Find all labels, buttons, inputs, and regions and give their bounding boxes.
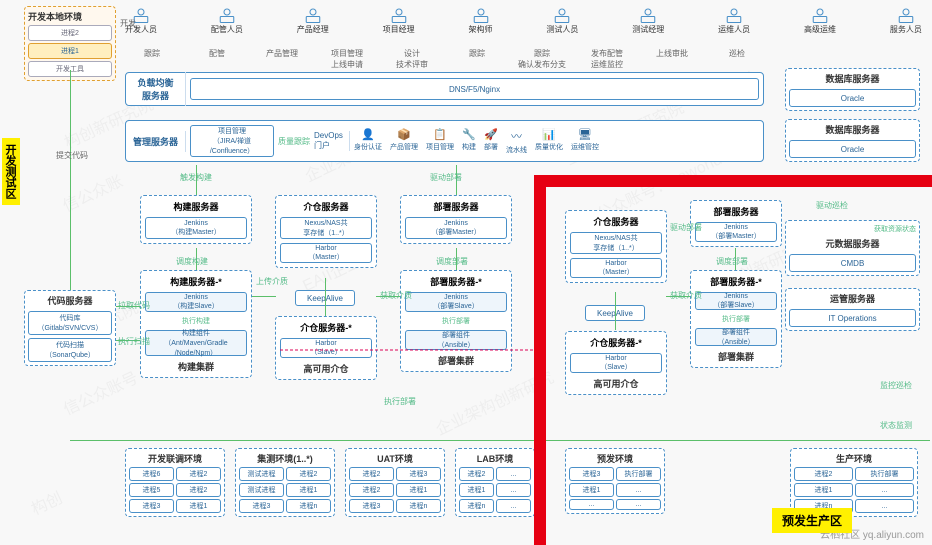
env-box: LAB环境进程2...进程1...进程n... [455, 448, 535, 517]
mgmt-icons-row: 👤身份认证📦产品管理📋项目管理🔧构建🚀部署〰流水线📊质量优化🖥运维管控 [354, 128, 759, 155]
local-dev-title: 开发本地环境 [28, 10, 112, 23]
role-item: 测试经理 [632, 6, 664, 35]
mgmt-metric: 质量跟踪 [278, 136, 310, 147]
repo-cluster: 介仓服务器-* Harbor （Slave） 高可用介仓 [275, 316, 377, 380]
db-box: 数据库服务器Oracle [785, 68, 920, 111]
repo2-cluster: 介仓服务器-* Harbor （Slave） 高可用介仓 [565, 331, 667, 395]
env-box: 开发联调环境进程6进程2进程5进程2进程3进程1 [125, 448, 225, 517]
repo2-server: 介仓服务器 Nexus/NAS共 享存储（1..*） Harbor （Maste… [565, 210, 667, 283]
build-cluster: 构建服务器-* Jenkins （构建Slave） 执行构建 构建组件 （Ant… [140, 270, 252, 378]
red-divider-horizontal [534, 175, 932, 187]
commit-label: 提交代码 [56, 150, 88, 161]
lb-title: 负载均衡 服务器 [126, 72, 186, 106]
actions-row: 跟踪配管产品管理项目管理 上线申请设计 技术评审跟踪跟踪 确认发布分支发布配管 … [125, 48, 764, 70]
env-box: 生产环境进程2执行部署进程1...进程n... [790, 448, 918, 517]
lb-body: DNS/F5/Nginx [190, 78, 759, 100]
code-server: 代码服务器 代码库 （Gitlab/SVN/CVS） 代码扫描 （SonarQu… [24, 290, 116, 366]
role-item: 运维人员 [718, 6, 750, 35]
role-item: 测试人员 [546, 6, 578, 35]
mgmt-title: 管理服务器 [126, 131, 186, 152]
db-column: 数据库服务器Oracle 数据库服务器Oracle 获取资源状态元数据服务器CMDB… [785, 68, 920, 331]
deploy2-cluster: 部署服务器-* Jenkins （部署Slave） 执行部署 部署组件 （Ans… [690, 270, 782, 368]
devops-portal: DevOps 门户 [314, 131, 350, 151]
deploy-server: 部署服务器 Jenkins （部署Master） [400, 195, 512, 244]
role-item: 项目经理 [383, 6, 415, 35]
env-box: 预发环境进程3执行部署进程1......... [565, 448, 665, 514]
role-item: 产品经理 [297, 6, 329, 35]
zone-right-label: 预发生产区 [772, 508, 852, 533]
lb-layer: 负载均衡 服务器 DNS/F5/Nginx [125, 72, 764, 106]
repo-server: 介仓服务器 Nexus/NAS共 享存储（1..*） Harbor （Maste… [275, 195, 377, 268]
env-box: UAT环境进程2进程3进程2进程1进程3进程n [345, 448, 445, 517]
db-box: 获取资源状态元数据服务器CMDB [785, 220, 920, 276]
env-box: 集测环境(1..*)测试进程进程2测试进程进程1进程3进程n [235, 448, 335, 517]
db-box: 数据库服务器Oracle [785, 119, 920, 162]
role-item: 高级运维 [804, 6, 836, 35]
mgmt-layer: 管理服务器 项目管理 （JIRA/禅道 /Confluence） 质量跟踪 De… [125, 120, 764, 162]
deploy2-server: 部署服务器 Jenkins （部署Master） [690, 200, 782, 247]
role-item: 服务人员 [890, 6, 922, 35]
red-divider-vertical [534, 175, 546, 545]
mgmt-pm-box: 项目管理 （JIRA/禅道 /Confluence） [190, 125, 274, 157]
db-box: 运管服务器IT Operations [785, 288, 920, 331]
role-item: 配管人员 [211, 6, 243, 35]
zone-left-label: 开发测试区 [2, 138, 20, 205]
role-item: 架构师 [469, 6, 493, 35]
roles-row: 开发人员配管人员产品经理项目经理架构师测试人员测试经理运维人员高级运维服务人员 [125, 6, 922, 35]
dev-out-label: 开发 [120, 18, 136, 29]
build-server: 构建服务器 Jenkins （构建Master） [140, 195, 252, 244]
proc1-box: 进程1 [28, 43, 112, 59]
proc2-box: 进程2 [28, 25, 112, 41]
deploy-cluster: 部署服务器-* Jenkins （部署Slave） 执行部署 部署组件 （Ans… [400, 270, 512, 372]
